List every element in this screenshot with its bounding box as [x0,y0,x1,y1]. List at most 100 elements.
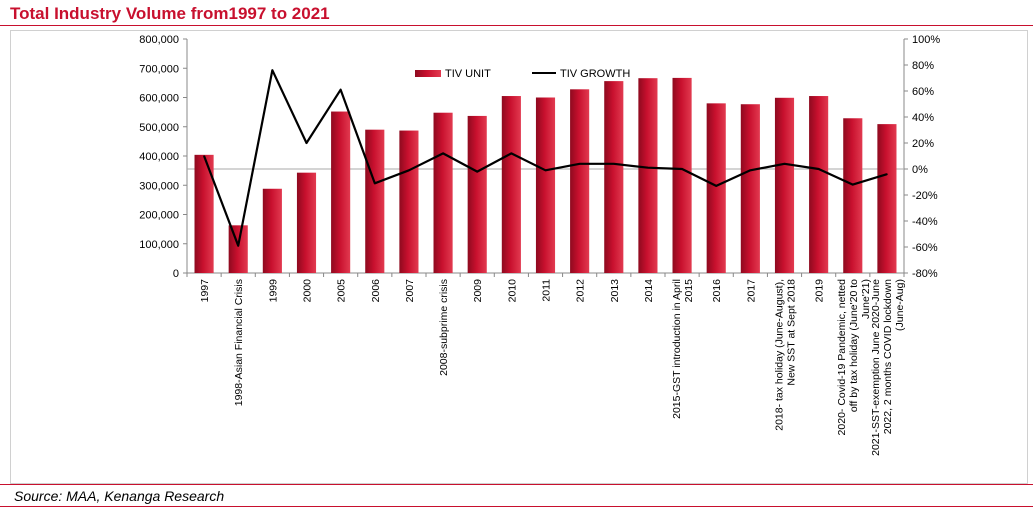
chart-area: 800,000 700,000 600,000 500,000 400,000 300,0… [10,30,1028,484]
y-left-tick-label: 500,000 [139,122,179,134]
bar-2012 [570,89,590,273]
category-labels: 1997 1998-Asian Financial Crisis 1999 2000 2… [199,279,906,456]
bar-2015 [672,77,692,273]
category-label: 2016 [711,279,723,303]
y-left-tick-label: 600,000 [139,93,179,105]
legend-label-tiv-unit: TIV UNIT [445,68,491,80]
bar-2019 [809,96,829,273]
y-right-tick-label: 100% [912,34,940,46]
bar-1999 [262,188,282,273]
y-right-tick-label: 60% [912,86,934,98]
footer-divider-top [0,484,1033,485]
bar-2018 [774,97,795,273]
bar-2007 [399,130,419,273]
category-label: 2005 [336,279,348,303]
growth-point [612,163,615,165]
growth-point [681,168,683,170]
bar-2006 [365,129,385,273]
bar-2021 [877,124,897,274]
bar-2013 [604,81,624,273]
y-right-tick-label: 40% [912,112,934,124]
category-label: 1997 [199,279,211,303]
y-left-tick-label: 800,000 [139,34,179,46]
category-label: 2007 [404,279,416,303]
legend-bar-swatch [415,70,441,77]
y-right-tick-label: -40% [912,216,938,228]
legend-label-tiv-growth: TIV GROWTH [560,68,630,80]
growth-point [442,152,444,155]
category-label: 2015 [683,279,695,303]
bar-2020 [843,118,863,273]
bar-1998 [228,225,248,273]
footer-divider-bottom [0,506,1033,507]
bar-2017 [740,104,760,273]
category-label: 2000 [302,279,314,303]
bar-series [194,77,897,274]
y-right-tick-label: -80% [912,268,938,280]
bar-2008 [433,112,453,274]
bar-1997 [194,154,214,273]
category-label: 2021-SST-exemption June 2020-June [870,279,882,456]
growth-point [510,152,513,155]
growth-point [715,185,718,187]
y-right-tick-label: -60% [912,242,938,254]
y-left-tick-label: 400,000 [139,151,179,163]
growth-point [783,163,786,165]
growth-point [544,169,547,172]
category-label: off by tax holiday (June'20 to [848,279,860,412]
line-series [203,69,888,247]
category-label: 1998-Asian Financial Crisis [233,279,245,406]
chart-legend: TIV UNIT TIV GROWTH [415,68,630,80]
bar-2014 [638,78,658,273]
y-left-tick-label: 300,000 [139,180,179,192]
title-divider [0,25,1033,26]
growth-point [851,183,854,186]
growth-point [271,69,274,71]
growth-point [647,166,649,169]
category-label: New SST at Sept 2018 [786,279,798,386]
category-label: 2017 [745,279,757,303]
category-label: 2006 [370,279,382,303]
category-label: 2014 [643,279,655,303]
category-label: 2009 [472,279,484,303]
source-note: Source: MAA, Kenanga Research [14,488,225,504]
growth-point [476,170,479,173]
growth-point [305,142,308,144]
category-label: 2015-GST introduction in April [671,279,683,419]
chart-axes: 800,000 700,000 600,000 500,000 400,000 300,0… [139,34,940,280]
chart-title: Total Industry Volume from1997 to 2021 [10,4,330,23]
category-label: 2019 [814,279,826,303]
y-left-tick-label: 100,000 [139,239,179,251]
category-label: 2022, 2 months COVID lockdown [882,279,894,434]
bar-2011 [535,97,556,273]
category-label: 2018- tax holiday (June-August), [774,279,786,431]
category-label: 2008-subprime crisis [438,279,450,376]
growth-point [578,163,581,165]
y-left-tick-label: 200,000 [139,210,179,222]
category-label: 1999 [267,279,279,303]
growth-point [373,182,376,185]
category-label: 2013 [609,279,621,303]
growth-point [817,168,820,170]
growth-point [749,169,752,172]
bar-2009 [467,115,487,274]
growth-point [237,244,240,247]
y-left-tick-label: 0 [173,268,179,280]
growth-point [408,169,410,172]
y-right-tick-label: 0% [912,164,928,176]
category-label: 2011 [541,279,553,302]
bar-2016 [706,103,726,273]
tiv-chart: 800,000 700,000 600,000 500,000 400,000 300,0… [139,34,940,456]
category-label: (June-Aug) [894,279,906,331]
y-left-tick-label: 700,000 [139,63,179,75]
bar-2000 [296,172,317,273]
y-right-tick-label: -20% [912,190,938,202]
category-label: 2010 [506,279,518,303]
category-label: June'21) [860,279,872,319]
y-right-tick-label: 80% [912,60,934,72]
growth-point [203,155,205,157]
category-label: 2020- Covid-19 Pandemic, netted [836,279,848,436]
bar-2010 [501,96,521,273]
growth-point [339,88,342,91]
y-right-tick-label: 20% [912,138,934,150]
